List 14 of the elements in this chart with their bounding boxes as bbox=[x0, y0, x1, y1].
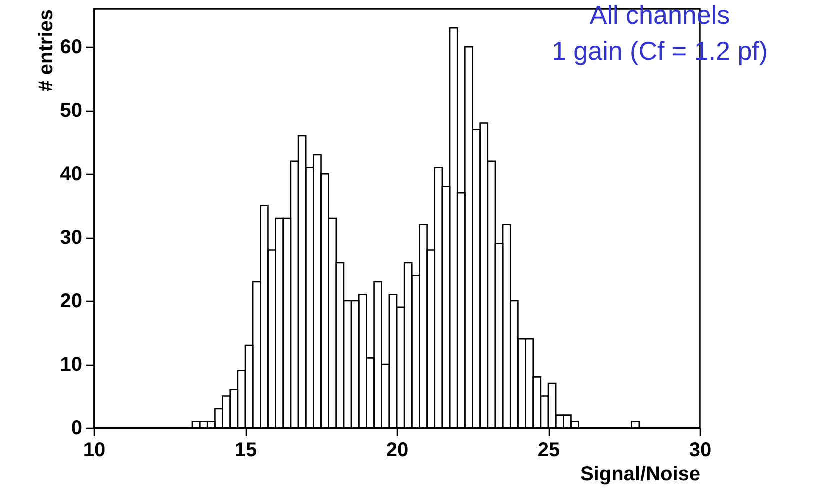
y-tick-label: 10 bbox=[60, 354, 82, 376]
x-tick-label: 20 bbox=[386, 440, 409, 462]
y-tick-label: 20 bbox=[60, 290, 82, 313]
y-tick-label: 30 bbox=[60, 227, 82, 250]
x-axis-title: Signal/Noise bbox=[580, 464, 700, 486]
x-tick-label: 10 bbox=[83, 440, 106, 462]
y-tick-label: 50 bbox=[60, 100, 82, 122]
x-tick-label: 15 bbox=[234, 440, 258, 462]
y-tick-label: 40 bbox=[60, 164, 82, 186]
y-tick-label: 60 bbox=[60, 36, 82, 59]
y-tick-label: 0 bbox=[71, 418, 82, 440]
x-tick-label: 25 bbox=[538, 440, 560, 462]
x-tick-label: 30 bbox=[689, 440, 712, 462]
y-axis-title: # entries bbox=[35, 10, 58, 92]
